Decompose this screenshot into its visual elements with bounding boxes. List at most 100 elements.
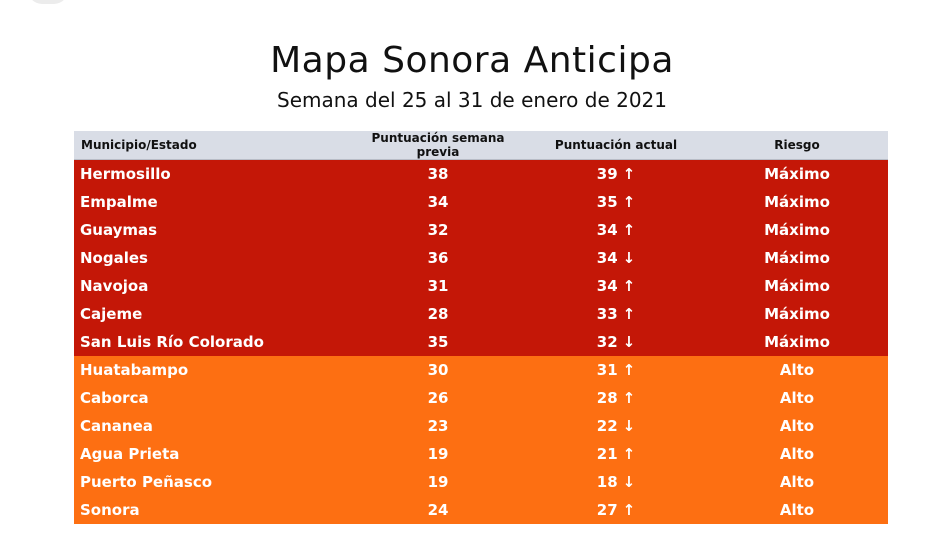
cell-riesgo: Máximo — [706, 159, 888, 188]
cell-municipio: Caborca — [74, 384, 350, 412]
table-row: Cananea 23 22 ↓ Alto — [74, 412, 888, 440]
actual-value: 28 — [596, 389, 618, 407]
table-row: Cajeme 28 33 ↑ Máximo — [74, 300, 888, 328]
cell-puntuacion-actual: 32 ↓ — [526, 328, 706, 356]
cell-municipio: Nogales — [74, 244, 350, 272]
actual-value: 31 — [596, 361, 618, 379]
table-row: Nogales 36 34 ↓ Máximo — [74, 244, 888, 272]
cell-riesgo: Alto — [706, 440, 888, 468]
actual-value: 34 — [596, 277, 618, 295]
arrow-up-icon: ↑ — [622, 501, 636, 519]
cell-puntuacion-previa: 24 — [350, 496, 526, 524]
arrow-up-icon: ↑ — [622, 193, 636, 211]
cell-puntuacion-previa: 35 — [350, 328, 526, 356]
cell-municipio: Guaymas — [74, 216, 350, 244]
actual-value: 34 — [596, 249, 618, 267]
cell-municipio: Hermosillo — [74, 159, 350, 188]
cell-riesgo: Máximo — [706, 300, 888, 328]
header-municipio: Municipio/Estado — [74, 131, 350, 160]
cell-puntuacion-previa: 36 — [350, 244, 526, 272]
table-row: Guaymas 32 34 ↑ Máximo — [74, 216, 888, 244]
cell-puntuacion-actual: 21 ↑ — [526, 440, 706, 468]
cell-riesgo: Máximo — [706, 216, 888, 244]
cell-municipio: Agua Prieta — [74, 440, 350, 468]
arrow-up-icon: ↑ — [622, 305, 636, 323]
cell-riesgo: Alto — [706, 384, 888, 412]
page-subtitle: Semana del 25 al 31 de enero de 2021 — [277, 88, 667, 112]
cell-municipio: Cajeme — [74, 300, 350, 328]
cell-puntuacion-previa: 34 — [350, 188, 526, 216]
actual-value: 32 — [596, 333, 618, 351]
cell-puntuacion-actual: 28 ↑ — [526, 384, 706, 412]
arrow-up-icon: ↑ — [622, 221, 636, 239]
table-row: Puerto Peñasco 19 18 ↓ Alto — [74, 468, 888, 496]
cell-puntuacion-actual: 33 ↑ — [526, 300, 706, 328]
actual-value: 33 — [596, 305, 618, 323]
arrow-down-icon: ↓ — [622, 333, 636, 351]
cell-municipio: San Luis Río Colorado — [74, 328, 350, 356]
cell-puntuacion-previa: 38 — [350, 159, 526, 188]
header-riesgo: Riesgo — [706, 131, 888, 160]
actual-value: 35 — [596, 193, 618, 211]
table-row: Empalme 34 35 ↑ Máximo — [74, 188, 888, 216]
cell-puntuacion-actual: 34 ↑ — [526, 216, 706, 244]
header-puntuacion-previa: Puntuación semana previa — [350, 131, 526, 160]
cell-municipio: Empalme — [74, 188, 350, 216]
cell-puntuacion-actual: 18 ↓ — [526, 468, 706, 496]
arrow-down-icon: ↓ — [622, 473, 636, 491]
arrow-up-icon: ↑ — [622, 389, 636, 407]
arrow-up-icon: ↑ — [622, 361, 636, 379]
cell-riesgo: Máximo — [706, 328, 888, 356]
cell-puntuacion-previa: 26 — [350, 384, 526, 412]
actual-value: 39 — [596, 165, 618, 183]
table-row: Sonora 24 27 ↑ Alto — [74, 496, 888, 524]
table-header-row: Municipio/Estado Puntuación semana previ… — [74, 131, 888, 160]
page-title: Mapa Sonora Anticipa — [270, 40, 674, 81]
cell-riesgo: Alto — [706, 356, 888, 384]
table-row: Navojoa 31 34 ↑ Máximo — [74, 272, 888, 300]
cell-riesgo: Alto — [706, 468, 888, 496]
table-row: Hermosillo 38 39 ↑ Máximo — [74, 159, 888, 188]
table-row: Caborca 26 28 ↑ Alto — [74, 384, 888, 412]
actual-value: 34 — [596, 221, 618, 239]
cell-puntuacion-previa: 31 — [350, 272, 526, 300]
table-row: Huatabampo 30 31 ↑ Alto — [74, 356, 888, 384]
cell-puntuacion-actual: 27 ↑ — [526, 496, 706, 524]
cell-puntuacion-previa: 19 — [350, 468, 526, 496]
cell-puntuacion-actual: 34 ↑ — [526, 272, 706, 300]
cell-riesgo: Máximo — [706, 272, 888, 300]
risk-table: Municipio/Estado Puntuación semana previ… — [74, 131, 888, 524]
arrow-up-icon: ↑ — [622, 277, 636, 295]
cell-riesgo: Alto — [706, 496, 888, 524]
header-puntuacion-actual: Puntuación actual — [526, 131, 706, 160]
actual-value: 18 — [596, 473, 618, 491]
arrow-up-icon: ↑ — [622, 165, 636, 183]
cell-puntuacion-actual: 34 ↓ — [526, 244, 706, 272]
cell-riesgo: Alto — [706, 412, 888, 440]
cell-puntuacion-actual: 35 ↑ — [526, 188, 706, 216]
cell-puntuacion-previa: 30 — [350, 356, 526, 384]
cell-municipio: Puerto Peñasco — [74, 468, 350, 496]
cell-puntuacion-previa: 32 — [350, 216, 526, 244]
cell-riesgo: Máximo — [706, 244, 888, 272]
cell-puntuacion-actual: 22 ↓ — [526, 412, 706, 440]
window-corner-decoration — [28, 0, 68, 4]
cell-municipio: Navojoa — [74, 272, 350, 300]
cell-riesgo: Máximo — [706, 188, 888, 216]
arrow-down-icon: ↓ — [622, 417, 636, 435]
cell-municipio: Huatabampo — [74, 356, 350, 384]
arrow-up-icon: ↑ — [622, 445, 636, 463]
arrow-down-icon: ↓ — [622, 249, 636, 267]
cell-puntuacion-previa: 28 — [350, 300, 526, 328]
cell-puntuacion-actual: 31 ↑ — [526, 356, 706, 384]
cell-municipio: Sonora — [74, 496, 350, 524]
cell-puntuacion-actual: 39 ↑ — [526, 159, 706, 188]
actual-value: 22 — [596, 417, 618, 435]
cell-puntuacion-previa: 19 — [350, 440, 526, 468]
actual-value: 27 — [596, 501, 618, 519]
cell-puntuacion-previa: 23 — [350, 412, 526, 440]
table-row: San Luis Río Colorado 35 32 ↓ Máximo — [74, 328, 888, 356]
cell-municipio: Cananea — [74, 412, 350, 440]
table-row: Agua Prieta 19 21 ↑ Alto — [74, 440, 888, 468]
actual-value: 21 — [596, 445, 618, 463]
